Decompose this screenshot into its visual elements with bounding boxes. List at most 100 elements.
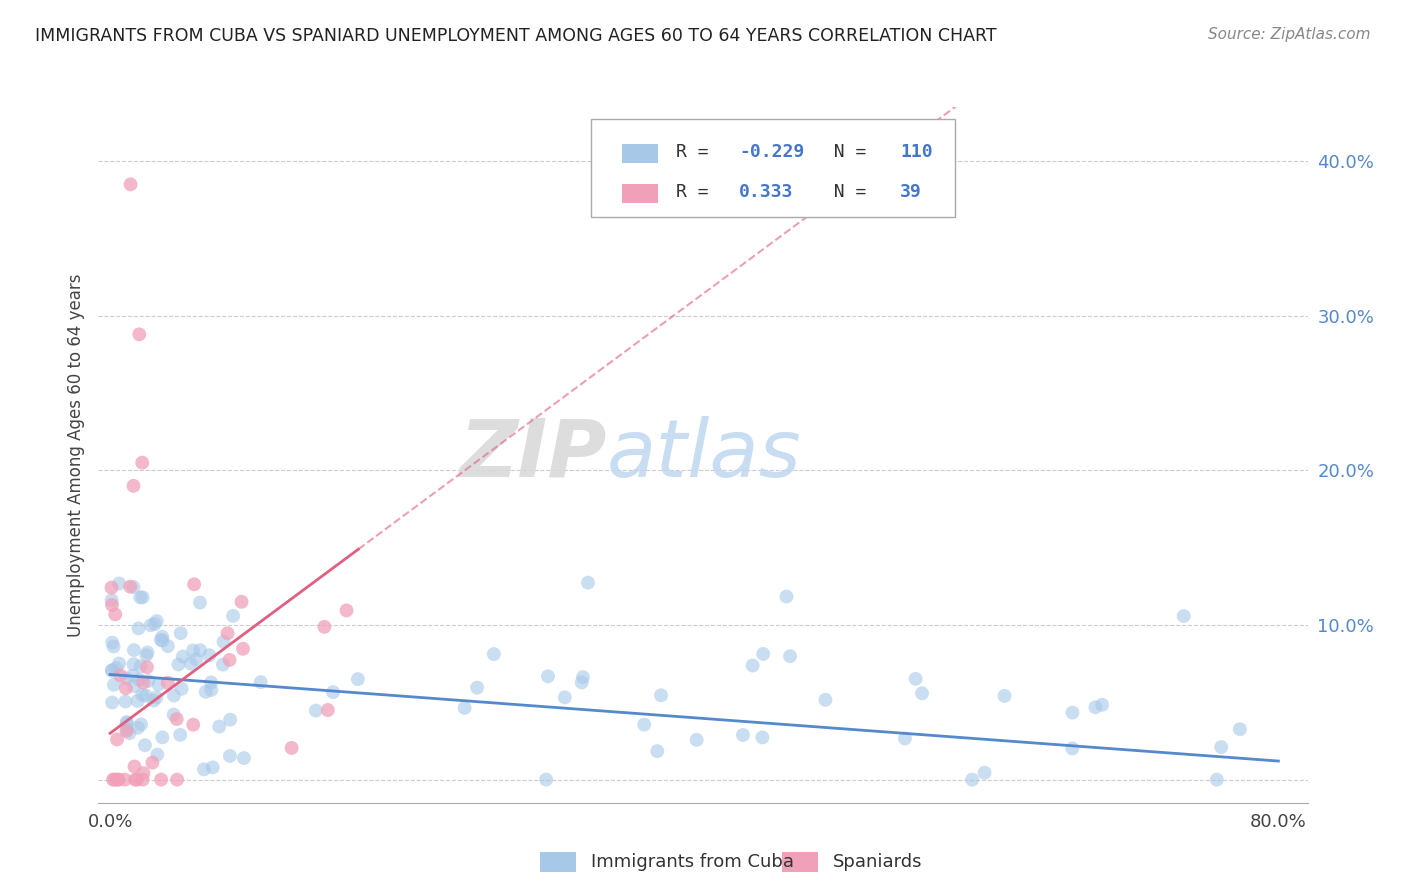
Point [163, 707, 186, 722]
Point [218, 653, 240, 667]
Point [136, 660, 159, 674]
Point [101, 663, 124, 677]
Point [181, 643, 204, 657]
Point [124, 759, 146, 773]
Text: -0.229: -0.229 [740, 144, 804, 161]
Point [188, 596, 211, 610]
Point [194, 685, 217, 699]
Point [149, 632, 172, 647]
Point [316, 703, 339, 717]
Point [148, 677, 170, 691]
Point [186, 652, 208, 666]
Point [115, 723, 138, 737]
Point [120, 580, 142, 594]
Point [101, 696, 124, 710]
Point [232, 641, 254, 656]
Point [101, 635, 124, 649]
Text: Source: ZipAtlas.com: Source: ZipAtlas.com [1208, 27, 1371, 42]
Point [645, 744, 668, 758]
Point [142, 693, 165, 707]
Point [136, 645, 159, 659]
Point [107, 772, 129, 787]
Point [127, 721, 149, 735]
Point [131, 591, 153, 605]
Point [128, 673, 150, 687]
Point [482, 647, 505, 661]
Point [335, 603, 357, 617]
Text: 0.333: 0.333 [740, 183, 793, 202]
Point [650, 688, 672, 702]
Point [138, 673, 160, 688]
Point [105, 772, 128, 787]
Point [101, 598, 124, 612]
Point [465, 681, 488, 695]
Point [118, 726, 141, 740]
Point [180, 657, 202, 671]
Point [201, 760, 224, 774]
Point [169, 728, 191, 742]
Point [314, 620, 336, 634]
Text: N =: N = [811, 183, 877, 202]
Point [305, 704, 328, 718]
Point [135, 689, 157, 703]
Point [814, 693, 837, 707]
Point [104, 607, 127, 622]
Point [322, 685, 344, 699]
Point [128, 327, 150, 342]
Point [145, 690, 167, 705]
Point [993, 689, 1015, 703]
Point [534, 772, 557, 787]
Point [100, 593, 122, 607]
Point [114, 772, 136, 787]
Point [134, 738, 156, 752]
Point [1173, 609, 1195, 624]
Point [1084, 700, 1107, 714]
Point [114, 681, 136, 695]
Point [132, 766, 155, 780]
FancyBboxPatch shape [782, 852, 818, 872]
Point [114, 694, 136, 708]
Point [1062, 706, 1084, 720]
Text: R =: R = [676, 144, 720, 161]
Point [150, 630, 173, 644]
Point [129, 717, 152, 731]
Point [127, 694, 149, 708]
Point [104, 772, 127, 787]
Point [108, 576, 131, 591]
Point [141, 756, 163, 770]
Point [156, 675, 179, 690]
Point [122, 657, 145, 672]
Point [172, 649, 194, 664]
Point [115, 714, 138, 729]
Point [129, 591, 152, 605]
Point [960, 772, 983, 787]
Point [163, 689, 186, 703]
Point [122, 580, 145, 594]
Point [232, 751, 254, 765]
Text: atlas: atlas [606, 416, 801, 494]
Point [100, 581, 122, 595]
Point [121, 668, 143, 682]
Point [143, 617, 166, 632]
Point [752, 647, 775, 661]
Text: ZIP: ZIP [458, 416, 606, 494]
Point [124, 679, 146, 693]
FancyBboxPatch shape [591, 119, 955, 217]
Point [219, 748, 242, 763]
Point [231, 595, 253, 609]
Point [219, 713, 242, 727]
Point [125, 772, 148, 787]
FancyBboxPatch shape [621, 184, 658, 202]
Point [347, 672, 370, 686]
Point [101, 772, 124, 787]
Point [280, 740, 302, 755]
Point [103, 678, 125, 692]
Point [150, 731, 173, 745]
Point [122, 643, 145, 657]
Point [200, 675, 222, 690]
Point [894, 731, 917, 746]
Point [115, 716, 138, 731]
Point [1229, 723, 1251, 737]
Point [249, 675, 271, 690]
Text: N =: N = [811, 144, 877, 161]
